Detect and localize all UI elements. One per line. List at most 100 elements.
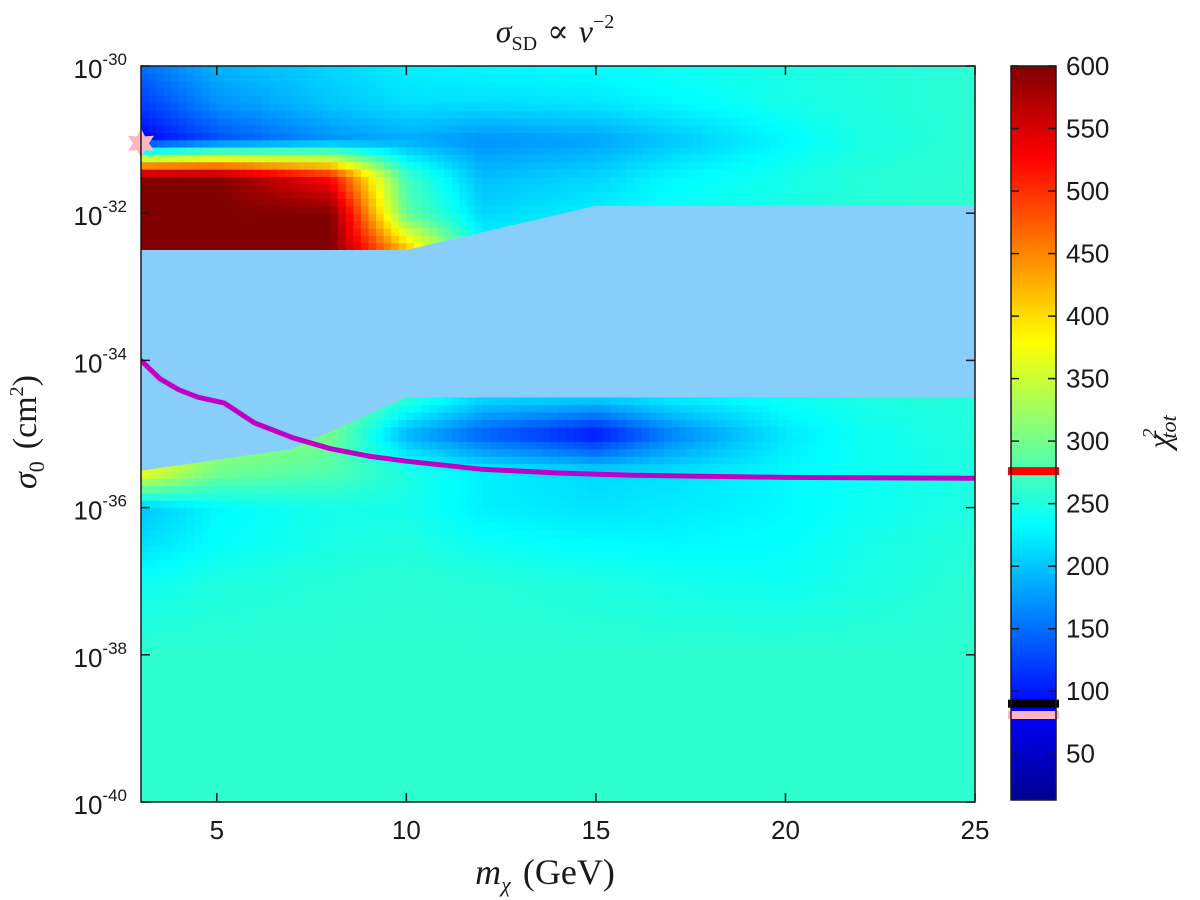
heatmap-cell — [504, 529, 514, 538]
heatmap-cell — [626, 588, 635, 597]
heatmap-cell — [717, 566, 726, 575]
heatmap-cell — [573, 573, 582, 582]
heatmap-cell — [823, 684, 832, 693]
heatmap-cell — [201, 559, 210, 568]
heatmap-cell — [391, 559, 400, 568]
heatmap-cell — [739, 610, 749, 619]
heatmap-cell — [929, 581, 938, 590]
heatmap-cell — [330, 514, 339, 523]
heatmap-cell — [474, 478, 483, 487]
heatmap-cell — [398, 522, 407, 531]
heatmap-cell — [413, 706, 423, 715]
heatmap-cell — [830, 514, 840, 523]
heatmap-cell — [906, 537, 915, 545]
heatmap-cell — [823, 522, 832, 531]
heatmap-cell — [724, 588, 733, 597]
heatmap-cell — [565, 735, 574, 744]
heatmap-cell — [952, 676, 961, 685]
heatmap-cell — [648, 794, 658, 802]
heatmap-cell — [209, 735, 218, 744]
heatmap-cell — [921, 647, 931, 656]
heatmap-cell — [277, 750, 286, 759]
heatmap-cell — [330, 647, 339, 656]
heatmap-cell — [929, 522, 938, 531]
heatmap-cell — [413, 529, 423, 538]
heatmap-cell — [823, 640, 832, 649]
heatmap-cell — [724, 728, 733, 737]
heatmap-cell — [641, 603, 650, 612]
heatmap-cell — [451, 772, 461, 781]
heatmap-cell — [156, 721, 165, 729]
heatmap-cell — [800, 684, 809, 693]
heatmap-cell — [633, 522, 642, 531]
heatmap-cell — [884, 522, 893, 531]
heatmap-cell — [717, 728, 726, 737]
heatmap-cell — [186, 632, 195, 641]
heatmap-cell — [436, 728, 445, 737]
heatmap-cell — [474, 669, 483, 678]
heatmap-cell — [686, 500, 696, 509]
heatmap-cell — [686, 750, 696, 759]
heatmap-cell — [353, 698, 362, 707]
heatmap-cell — [307, 573, 316, 582]
heatmap-cell — [800, 470, 809, 479]
heatmap-cell — [345, 522, 354, 531]
heatmap-cell — [891, 654, 900, 663]
heatmap-cell — [853, 603, 862, 612]
heatmap-cell — [520, 662, 529, 671]
heatmap-cell — [436, 662, 445, 671]
heatmap-cell — [732, 772, 741, 781]
heatmap-cell — [830, 647, 840, 656]
heatmap-cell — [648, 698, 658, 707]
heatmap-cell — [899, 610, 908, 619]
heatmap-cell — [345, 566, 354, 575]
heatmap-cell — [171, 640, 180, 649]
heatmap-cell — [368, 676, 377, 685]
heatmap-cell — [338, 772, 347, 781]
heatmap-cell — [944, 514, 953, 523]
heatmap-cell — [914, 485, 923, 494]
heatmap-cell — [474, 713, 483, 722]
heatmap-cell — [944, 588, 953, 597]
heatmap-cell — [724, 779, 733, 788]
heatmap-cell — [937, 529, 946, 538]
heatmap-cell — [868, 721, 878, 729]
heatmap-cell — [732, 728, 741, 737]
heatmap-cell — [588, 478, 597, 487]
heatmap-cell — [603, 581, 612, 590]
heatmap-cell — [398, 559, 407, 568]
heatmap-cell — [914, 772, 923, 781]
heatmap-cell — [823, 551, 832, 560]
heatmap-cell — [315, 632, 324, 641]
heatmap-cell — [444, 772, 453, 781]
heatmap-cell — [709, 507, 718, 516]
heatmap-cell — [838, 610, 847, 619]
heatmap-cell — [853, 721, 862, 729]
heatmap-cell — [497, 573, 506, 582]
heatmap-cell — [141, 794, 150, 802]
heatmap-cell — [914, 559, 923, 568]
heatmap-cell — [808, 470, 817, 479]
heatmap-cell — [171, 713, 180, 722]
heatmap-cell — [474, 676, 483, 685]
heatmap-cell — [186, 662, 195, 671]
heatmap-cell — [876, 573, 885, 582]
heatmap-cell — [648, 507, 658, 516]
heatmap-cell — [626, 669, 635, 678]
heatmap-cell — [224, 573, 233, 582]
heatmap-cell — [391, 698, 400, 707]
heatmap-cell — [800, 713, 809, 722]
heatmap-cell — [550, 492, 559, 501]
heatmap-cell — [292, 514, 301, 523]
heatmap-cell — [209, 728, 218, 737]
heatmap-cell — [626, 728, 635, 737]
heatmap-cell — [451, 485, 461, 494]
heatmap-cell — [406, 507, 415, 516]
heatmap-cell — [436, 743, 445, 752]
heatmap-cell — [504, 757, 514, 766]
heatmap-cell — [671, 478, 680, 487]
heatmap-cell — [338, 698, 347, 707]
heatmap-cell — [520, 618, 529, 626]
heatmap-cell — [944, 595, 953, 604]
